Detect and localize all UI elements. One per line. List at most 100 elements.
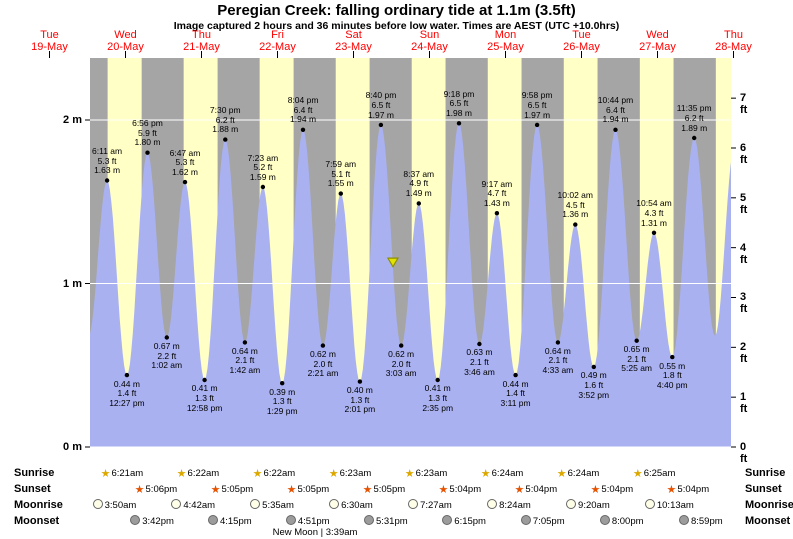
tide-extreme-dot xyxy=(494,211,500,216)
tide-extreme-dot xyxy=(300,127,306,132)
day-label: Fri 22-May xyxy=(246,29,310,53)
annotation-line: 0.49 m xyxy=(580,370,607,381)
moonrise-moon-icon xyxy=(487,499,498,509)
astro-event-time: 4:42am xyxy=(183,500,216,511)
tide-extreme-dot xyxy=(124,372,130,378)
low-tide-annotation: 0.40 m 1.3 ft 2:01 pm xyxy=(332,385,388,415)
tide-extreme-dot xyxy=(651,230,657,235)
moonrise-event: 8:24am xyxy=(487,499,531,512)
annotation-line: 10:54 am xyxy=(636,198,672,209)
annotation-line: 12:27 pm xyxy=(109,397,145,408)
annotation-line: 4:33 am xyxy=(542,365,574,376)
astro-row-label-right: Moonrise xyxy=(745,499,793,511)
high-tide-annotation: 9:18 pm 6.5 ft 1.98 m xyxy=(431,89,487,119)
annotation-line: 6.4 ft xyxy=(606,104,625,115)
annotation-line: 1.8 ft xyxy=(662,370,682,381)
day-name: Fri xyxy=(271,29,284,41)
day-label: Tue 19-May xyxy=(18,29,82,53)
moonset-moon-icon xyxy=(678,515,689,525)
annotation-line: 1:42 am xyxy=(229,365,261,376)
annotation-line: 4.7 ft xyxy=(487,188,507,199)
moonset-moon-icon xyxy=(442,515,453,525)
annotation-line: 2.0 ft xyxy=(391,358,411,369)
astro-event-time: 5:05pm xyxy=(297,484,330,495)
moonrise-event: 4:42am xyxy=(171,499,215,512)
moonrise-event: 6:30am xyxy=(329,499,373,512)
astro-event-time: 6:22am xyxy=(263,468,296,479)
annotation-line: 1.63 m xyxy=(94,165,121,176)
sunrise-star-icon: ★ xyxy=(556,468,567,480)
annotation-line: 1.43 m xyxy=(483,197,510,208)
page-subtitle: Image captured 2 hours and 36 minutes be… xyxy=(173,20,620,32)
annotation-line: 6.5 ft xyxy=(449,98,469,109)
annotation-line: 2.1 ft xyxy=(627,353,647,364)
day-date: 28-May xyxy=(715,41,752,53)
high-tide-annotation: 8:40 pm 6.5 ft 1.97 m xyxy=(353,91,409,120)
tide-extreme-dot xyxy=(338,191,343,196)
moonrise-moon-icon xyxy=(408,499,419,509)
tide-extreme-dot xyxy=(104,178,110,183)
low-tide-annotation: 0.41 m 1.3 ft 12:58 pm xyxy=(177,384,233,413)
annotation-line: 2.0 ft xyxy=(313,358,333,369)
annotation-line: 5:25 am xyxy=(621,363,653,374)
day-date: 20-May xyxy=(107,41,144,53)
tide-extreme-dot xyxy=(534,122,540,128)
sunrise-event: ★6:25am xyxy=(633,467,676,481)
right-axis-label: 2 ft xyxy=(740,341,748,366)
moonrise-moon-icon xyxy=(171,499,182,509)
day-label: Sun 24-May xyxy=(398,29,462,53)
annotation-line: 0.64 m xyxy=(231,345,258,356)
astro-event-time: 10:13am xyxy=(656,500,694,511)
right-axis-label: 3 ft xyxy=(740,291,748,316)
astro-event-time: 5:04pm xyxy=(525,484,558,495)
high-tide-annotation: 10:54 am 4.3 ft 1.31 m xyxy=(626,199,682,228)
astro-event-time: 6:23am xyxy=(415,468,448,479)
moonset-moon-icon xyxy=(363,515,374,525)
high-tide-annotation: 9:58 pm 6.5 ft 1.97 m xyxy=(509,91,565,120)
astro-event-time: 5:05pm xyxy=(373,484,406,495)
astro-row-label-right: Sunset xyxy=(745,483,782,495)
low-tide-annotation: 0.62 m 2.0 ft 3:03 am xyxy=(373,350,429,379)
annotation-line: 1.3 ft xyxy=(195,393,215,404)
low-tide-annotation: 0.65 m 2.1 ft 5:25 am xyxy=(609,345,665,374)
annotation-line: 12:58 pm xyxy=(186,402,223,413)
sunset-star-icon: ★ xyxy=(134,484,145,496)
annotation-line: 4.9 ft xyxy=(409,178,429,189)
high-tide-annotation: 8:37 am 4.9 ft 1.49 m xyxy=(391,168,447,199)
tide-extreme-dot xyxy=(164,335,169,340)
day-date: 23-May xyxy=(335,41,372,53)
day-date: 19-May xyxy=(31,41,68,53)
astro-event-time: 5:04pm xyxy=(677,484,710,495)
moonrise-moon-icon xyxy=(644,499,655,509)
annotation-line: 8:37 am xyxy=(403,168,435,179)
moonset-event: 4:15pm xyxy=(207,515,252,528)
sunrise-star-icon: ★ xyxy=(404,468,415,480)
astro-event-time: 8:00pm xyxy=(611,516,644,527)
day-label: Sat 23-May xyxy=(322,29,386,53)
right-axis-label: 6 ft xyxy=(740,141,748,166)
annotation-line: 1.6 ft xyxy=(584,379,604,390)
moonrise-event: 9:20am xyxy=(566,499,610,512)
annotation-line: 11:35 pm xyxy=(676,103,712,114)
astro-row-label-left: Moonrise xyxy=(14,499,63,511)
tide-extreme-dot xyxy=(280,381,285,386)
annotation-line: 7:30 pm xyxy=(209,105,241,116)
day-date: 27-May xyxy=(639,41,676,53)
annotation-line: 2.1 ft xyxy=(469,357,489,368)
astro-event-time: 6:21am xyxy=(111,468,144,479)
tide-extreme-dot xyxy=(613,127,618,132)
sunset-star-icon: ★ xyxy=(514,484,525,496)
annotation-line: 0.44 m xyxy=(113,378,140,389)
right-axis-label: 1 ft xyxy=(740,391,748,416)
annotation-line: 1.49 m xyxy=(405,188,432,199)
annotation-line: 3:52 pm xyxy=(578,389,610,400)
astro-event-time: 5:31pm xyxy=(375,516,408,527)
moonset-moon-icon xyxy=(207,515,218,525)
right-axis-label: 7 ft xyxy=(740,92,748,117)
day-name: Thu xyxy=(724,29,743,41)
moonset-event: 8:59pm xyxy=(678,515,723,528)
moonset-event: 7:05pm xyxy=(520,515,565,528)
left-axis-label: 1 m xyxy=(63,277,82,290)
annotation-line: 6.5 ft xyxy=(371,99,391,110)
